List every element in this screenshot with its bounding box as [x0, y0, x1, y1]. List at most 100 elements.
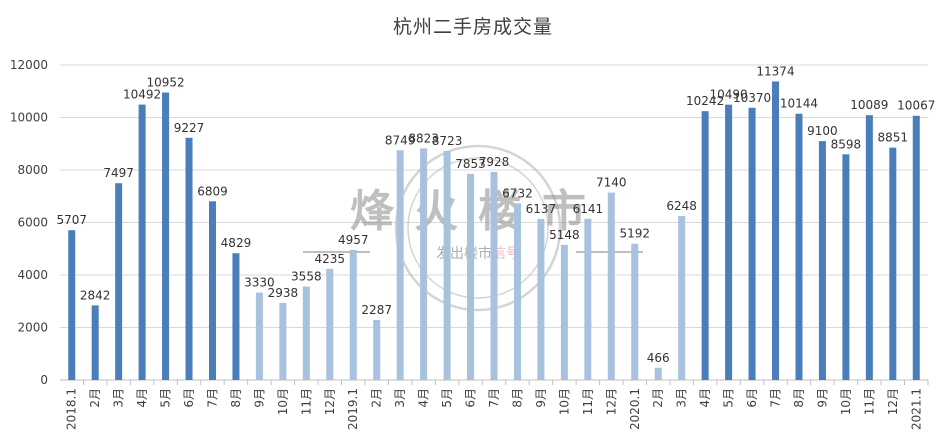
x-tick-label: 10月	[557, 388, 571, 415]
bar	[115, 183, 123, 380]
data-label: 10492	[123, 88, 161, 102]
data-label: 10067	[897, 99, 935, 113]
x-tick-label: 8月	[792, 388, 806, 408]
data-label: 9227	[174, 121, 205, 135]
data-label: 2287	[361, 303, 392, 317]
x-tick-label: 4月	[417, 388, 431, 408]
y-tick-label: 2000	[17, 321, 48, 335]
x-tick-label: 9月	[815, 388, 829, 408]
x-tick-label: 6月	[464, 388, 478, 408]
x-tick-label: 9月	[252, 388, 266, 408]
x-tick-label: 8月	[229, 388, 243, 408]
data-label: 6137	[526, 202, 557, 216]
y-axis: 0 2000 4000 6000 8000 10000 12000	[10, 58, 48, 387]
bar	[912, 115, 920, 381]
bar	[185, 137, 193, 380]
x-tick-label: 11月	[299, 388, 313, 415]
data-label: 6809	[197, 184, 228, 198]
bar	[537, 218, 545, 380]
bar	[513, 203, 521, 380]
data-label: 4829	[221, 236, 252, 250]
bar	[654, 367, 662, 380]
data-label: 10242	[686, 94, 724, 108]
x-tick-label: 2021.1	[909, 388, 923, 430]
data-label: 5707	[56, 213, 87, 227]
bar	[584, 218, 592, 380]
data-label: 6248	[666, 199, 697, 213]
data-label: 3330	[244, 276, 275, 290]
x-tick-label: 12月	[323, 388, 337, 415]
bar	[795, 113, 803, 380]
x-tick-label: 7月	[205, 388, 219, 408]
x-tick-label: 10月	[839, 388, 853, 415]
x-tick-label: 2019.1	[346, 388, 360, 430]
data-label: 5192	[619, 227, 650, 241]
data-label: 2938	[268, 286, 299, 300]
data-label: 8851	[878, 131, 909, 145]
y-tick-label: 0	[40, 373, 48, 387]
data-label: 4235	[315, 252, 346, 266]
data-label: 7497	[103, 166, 134, 180]
x-tick-label: 2月	[370, 388, 384, 408]
data-label: 8749	[385, 133, 416, 147]
bar	[631, 243, 639, 380]
y-tick-label: 4000	[17, 268, 48, 282]
bar	[865, 115, 873, 380]
bar	[91, 305, 99, 380]
data-label: 9100	[807, 124, 838, 138]
bar	[772, 81, 780, 381]
data-label: 3558	[291, 270, 322, 284]
data-label: 8598	[831, 137, 862, 151]
x-axis: 2018.1 2月 3月 4月 5月 6月 7月 8月 9月 10月 11月 12月 2019.1 2月 3…	[65, 380, 929, 430]
x-tick-label: 2018.1	[65, 388, 79, 430]
bar	[279, 302, 287, 380]
data-label: 7928	[479, 155, 510, 169]
bar	[748, 107, 756, 380]
x-tick-label: 3月	[393, 388, 407, 408]
data-label: 10952	[146, 76, 184, 90]
bar	[842, 154, 850, 380]
x-tick-label: 2月	[651, 388, 665, 408]
data-label: 10490	[710, 88, 748, 102]
data-label: 10144	[780, 97, 818, 111]
bar	[232, 253, 240, 380]
x-tick-label: 7月	[769, 388, 783, 408]
bar	[420, 148, 428, 380]
data-label: 11374	[756, 64, 794, 78]
bar	[607, 192, 615, 380]
x-tick-label: 8月	[510, 388, 524, 408]
data-label: 10370	[733, 91, 771, 105]
bar	[818, 141, 826, 380]
bar	[467, 173, 475, 380]
data-label: 6732	[502, 186, 533, 200]
x-tick-label: 9月	[534, 388, 548, 408]
data-label: 8823	[408, 131, 439, 145]
data-label: 2842	[80, 288, 111, 302]
bar	[302, 286, 310, 380]
bar	[396, 150, 404, 380]
bar	[725, 104, 733, 380]
x-tick-label: 5月	[159, 388, 173, 408]
data-label: 10089	[850, 98, 888, 112]
bar	[68, 230, 76, 380]
bar	[443, 151, 451, 380]
data-label: 7853	[455, 157, 486, 171]
data-label: 4957	[338, 233, 369, 247]
bar	[560, 244, 568, 380]
x-tick-label: 10月	[276, 388, 290, 415]
x-tick-label: 4月	[698, 388, 712, 408]
y-tick-label: 6000	[17, 216, 48, 230]
data-label: 6141	[573, 202, 604, 216]
bar	[678, 215, 686, 380]
bar	[255, 292, 263, 380]
bar	[490, 171, 498, 380]
bar	[349, 249, 357, 380]
watermark-ring	[394, 144, 562, 312]
y-tick-label: 12000	[10, 58, 48, 72]
bar	[373, 319, 381, 380]
data-label: 5148	[549, 228, 580, 242]
data-label: 7140	[596, 176, 627, 190]
bar	[138, 104, 146, 381]
